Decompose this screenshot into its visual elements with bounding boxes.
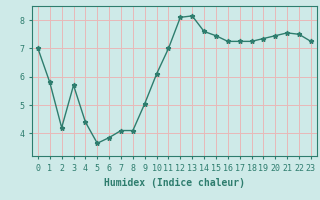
X-axis label: Humidex (Indice chaleur): Humidex (Indice chaleur)	[104, 178, 245, 188]
